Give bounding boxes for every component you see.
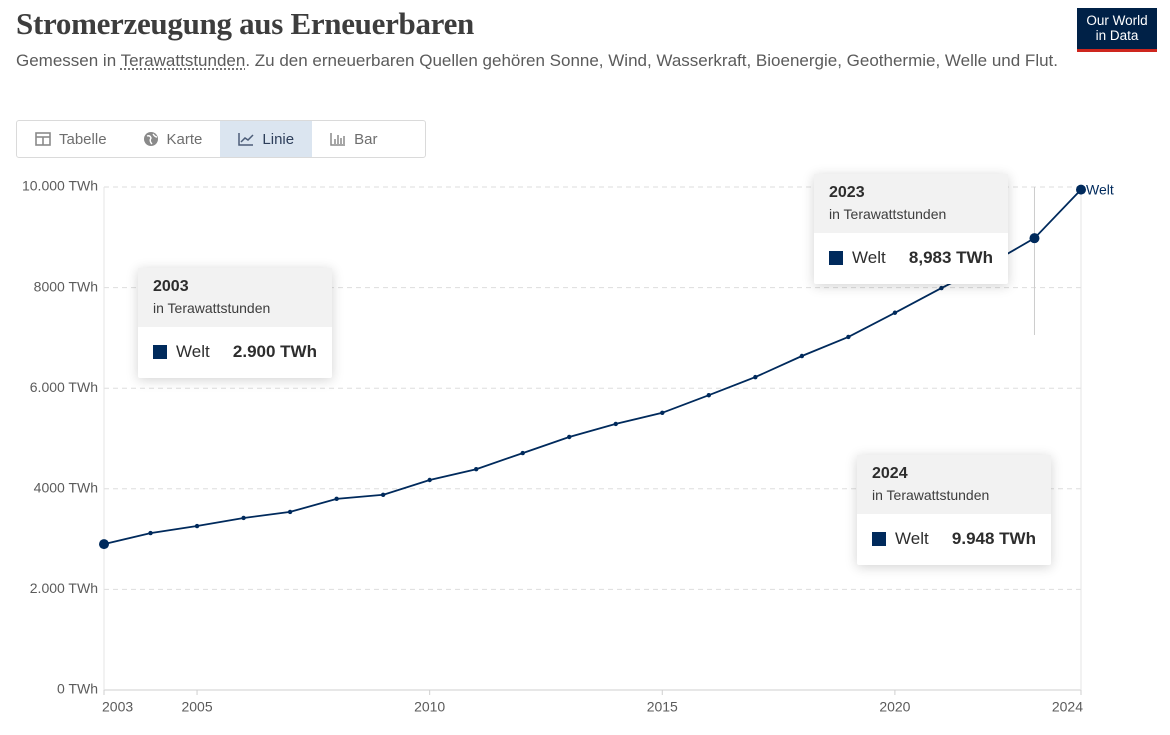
logo-text: in Data xyxy=(1095,28,1139,43)
point xyxy=(799,353,805,359)
tab[interactable]: Bar xyxy=(312,121,395,157)
subtitle-text: . Zu den erneuerbaren Quellen gehören So… xyxy=(245,51,1058,70)
y-tick-label: 4000 TWh xyxy=(34,480,98,496)
tab-label: Tabelle xyxy=(59,130,107,148)
tooltip-value: 2.900 TWh xyxy=(232,342,317,361)
tab[interactable]: Linie xyxy=(220,121,313,157)
tooltip-series: Welt xyxy=(176,342,210,361)
tab-label: Bar xyxy=(354,130,378,148)
icon xyxy=(238,133,254,146)
point xyxy=(1076,184,1086,195)
subtitle: Gemessen in Terawattstunden. Zu den erne… xyxy=(16,48,1076,73)
x-tick-label: 2024 xyxy=(1052,699,1083,715)
subtitle-text: Gemessen in xyxy=(16,51,121,70)
tooltip-unit: in Terawattstunden xyxy=(872,487,990,503)
tooltip-row: Welt 8,983 TWh xyxy=(814,233,1008,284)
tab[interactable]: Tabelle xyxy=(17,121,125,157)
series-label: Welt xyxy=(1086,181,1114,197)
point xyxy=(241,515,246,521)
y-tick-label: 8000 TWh xyxy=(34,278,98,294)
tooltip: 2023 in Terawattstunden Welt 8,983 TWh xyxy=(814,174,1008,284)
y-tick-label: 6.000 TWh xyxy=(30,379,98,395)
point xyxy=(939,285,944,291)
point xyxy=(99,539,109,550)
tooltip-series: Welt xyxy=(895,529,929,548)
title: Stromerzeugung aus Erneuerbaren xyxy=(16,6,474,41)
point xyxy=(892,310,898,315)
tooltip-year: 2024 xyxy=(872,465,908,482)
point xyxy=(380,492,386,498)
y-tick-label: 10.000 TWh xyxy=(22,178,98,194)
point xyxy=(473,466,479,472)
point xyxy=(660,410,665,416)
tooltip-value: 8,983 TWh xyxy=(908,248,993,267)
x-tick-label: 2005 xyxy=(181,699,212,715)
point xyxy=(427,477,432,483)
point xyxy=(520,450,525,456)
logo-text: Our World xyxy=(1086,13,1148,28)
point xyxy=(148,530,153,536)
point xyxy=(334,496,339,502)
tooltip-series: Welt xyxy=(852,248,886,267)
logo[interactable]: Our World in Data xyxy=(1077,8,1157,52)
icon xyxy=(35,132,51,146)
point xyxy=(753,374,758,380)
point xyxy=(706,393,712,398)
tooltip-year: 2003 xyxy=(153,278,189,295)
icon xyxy=(143,132,158,146)
tooltip-header: 2023 in Terawattstunden xyxy=(814,174,1008,233)
tab-label: Karte xyxy=(166,130,203,148)
subtitle-link[interactable]: Terawattstunden xyxy=(120,51,246,70)
legend-swatch xyxy=(153,345,167,359)
tooltip-year: 2023 xyxy=(829,184,865,201)
x-tick-label: 2010 xyxy=(414,699,445,715)
line xyxy=(103,188,1082,545)
point xyxy=(846,334,851,340)
tooltip-unit: in Terawattstunden xyxy=(829,206,947,222)
x-tick-label: 2015 xyxy=(647,699,678,715)
point xyxy=(567,434,572,440)
x-tick-label: 2020 xyxy=(879,699,910,715)
tooltip-header: 2003 in Terawattstunden xyxy=(138,268,332,327)
y-tick-label: 2.000 TWh xyxy=(30,580,98,596)
tooltip: 2003 in Terawattstunden Welt 2.900 TWh xyxy=(138,268,332,378)
tooltip-header: 2024 in Terawattstunden xyxy=(857,455,1051,514)
legend-swatch xyxy=(829,251,843,265)
point xyxy=(287,509,293,515)
y-tick-label: 0 TWh xyxy=(57,681,98,697)
tab[interactable]: Karte xyxy=(125,121,221,157)
point xyxy=(1029,233,1040,244)
tooltip-unit: in Terawattstunden xyxy=(153,300,271,316)
x-tick-label: 2003 xyxy=(102,699,133,715)
point xyxy=(194,523,200,529)
tooltip: 2024 in Terawattstunden Welt 9.948 TWh xyxy=(857,455,1051,565)
tooltip-value: 9.948 TWh xyxy=(951,529,1036,548)
tab-label: Linie xyxy=(262,130,295,148)
point xyxy=(613,421,618,427)
tooltip-row: Welt 2.900 TWh xyxy=(138,327,332,378)
tab-bar: Tabelle Karte Linie Bar xyxy=(16,120,426,158)
tooltip-row: Welt 9.948 TWh xyxy=(857,514,1051,565)
icon xyxy=(330,133,346,146)
legend-swatch xyxy=(872,532,886,546)
